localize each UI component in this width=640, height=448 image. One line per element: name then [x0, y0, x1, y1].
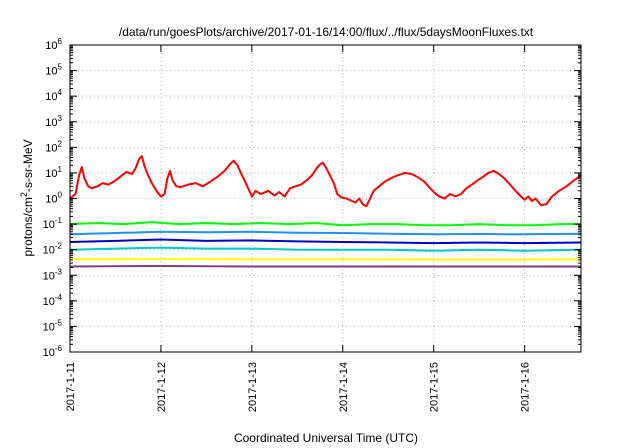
y-axis-label-main: protons/cm [21, 197, 35, 256]
y-tick-label: 10-5 [43, 318, 63, 333]
y-axis-label-rest: -s-sr-MeV [21, 139, 35, 192]
y-tick-label: 100 [45, 191, 62, 206]
series-line-6 [69, 265, 581, 268]
y-tick-label: 101 [45, 165, 62, 180]
x-tick-label: 2017-1-12 [156, 362, 168, 412]
series-line-2 [69, 230, 582, 236]
grid-lines [70, 45, 581, 352]
series-line-1 [69, 221, 581, 227]
x-tick-label: 2017-1-16 [520, 362, 532, 412]
y-tick-label: 103 [45, 114, 62, 129]
x-tick-label: 2017-1-11 [65, 362, 77, 411]
chart-title: /data/run/goesPlots/archive/2017-01-16/1… [119, 25, 534, 39]
x-tick-label: 2017-1-14 [338, 362, 350, 412]
series-line-5 [69, 258, 582, 261]
y-tick-label: 102 [45, 139, 62, 154]
y-tick-label: 104 [45, 88, 62, 103]
series-layer [69, 155, 582, 268]
series-line-0 [69, 155, 582, 208]
x-tick-label: 2017-1-15 [429, 362, 441, 412]
plot-frame [69, 44, 582, 353]
axis-ticks: 10-6 10-5 10-4 10-3 10-2 10-1 100 101 102 103 104 1… [43, 37, 581, 412]
y-tick-label: 10-6 [43, 344, 63, 359]
series-line-4 [69, 246, 582, 252]
x-tick-label: 2017-1-13 [247, 362, 259, 412]
y-tick-label: 10-3 [43, 267, 63, 282]
y-tick-label: 10-2 [43, 242, 63, 257]
x-axis-label: Coordinated Universal Time (UTC) [234, 431, 418, 445]
y-tick-label: 10-4 [43, 293, 63, 308]
y-tick-label: 106 [45, 37, 62, 52]
y-tick-label: 10-1 [43, 216, 63, 231]
y-axis-label: protons/cm2-s-sr-MeV [19, 139, 35, 256]
series-line-3 [69, 238, 582, 245]
y-axis-label-superscript: 2 [19, 192, 29, 197]
y-tick-label: 105 [45, 63, 62, 78]
